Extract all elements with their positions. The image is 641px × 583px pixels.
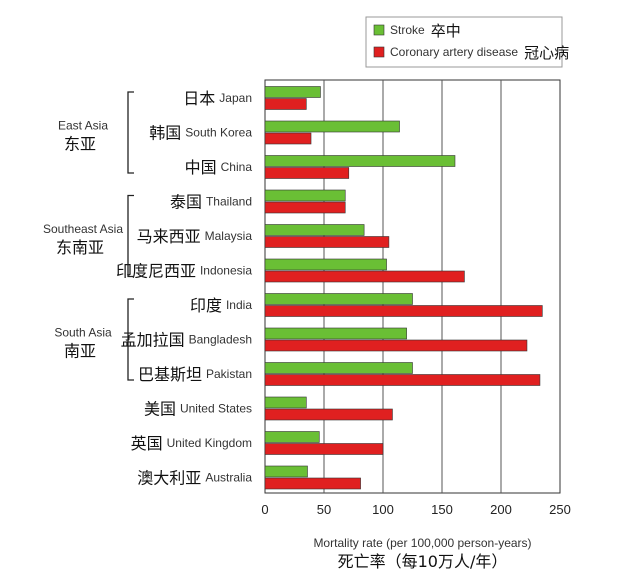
- bar-stroke: [264, 327, 407, 340]
- group-label-en: East Asia: [58, 119, 108, 133]
- category-label-zh: 美国: [144, 400, 176, 419]
- bar-coronary-artery-disease: [264, 408, 393, 421]
- category-label-zh: 马来西亚: [137, 227, 201, 246]
- category-label-zh: 日本: [183, 89, 215, 108]
- group-label-zh: 东南亚: [56, 238, 104, 257]
- category-label-en: Japan: [219, 91, 252, 105]
- x-tick-labels: 0 50 100 150 200 250: [261, 502, 570, 517]
- bar-coronary-artery-disease: [264, 167, 350, 179]
- category-label-zh: 韩国: [149, 124, 181, 143]
- category-label-zh: 泰国: [170, 193, 202, 212]
- bar-coronary-artery-disease: [264, 236, 390, 248]
- legend-label-en: Stroke: [390, 23, 425, 37]
- bar-coronary-artery-disease: [264, 98, 307, 110]
- bar-stroke: [264, 465, 308, 478]
- category-label-en: Pakistan: [206, 367, 252, 381]
- bar-stroke: [264, 362, 413, 374]
- region-groups: East Asia 东亚 Southeast Asia 东南亚 South Asia 南亚: [43, 91, 134, 381]
- x-axis-title-zh: 死亡率（每10万人/年）: [338, 552, 508, 571]
- bar-stroke: [264, 396, 307, 409]
- category-label-en: Bangladesh: [189, 333, 252, 347]
- legend-box: [365, 16, 563, 68]
- category-label-en: China: [221, 160, 253, 174]
- x-tick-label: 0: [261, 502, 268, 517]
- category-label-zh: 澳大利亚: [137, 469, 201, 488]
- category-label-en: India: [226, 298, 252, 312]
- category-label-zh: 印度: [190, 296, 222, 315]
- category-label-en: Australia: [205, 471, 252, 485]
- bar-coronary-artery-disease: [264, 374, 541, 386]
- category-label-zh: 巴基斯坦: [138, 365, 202, 384]
- group-bracket: [127, 194, 134, 278]
- group-label-en: Southeast Asia: [43, 222, 123, 236]
- bar-stroke: [264, 224, 365, 236]
- bar-stroke: [264, 155, 456, 167]
- x-tick-label: 150: [431, 502, 453, 517]
- x-tick-label: 250: [549, 502, 571, 517]
- bar-stroke: [264, 258, 387, 271]
- legend-swatch: [373, 24, 385, 36]
- category-label-en: Malaysia: [205, 229, 253, 243]
- bars: [264, 86, 543, 490]
- bar-stroke: [264, 431, 320, 443]
- bar-coronary-artery-disease: [264, 270, 465, 283]
- category-label-en: United Kingdom: [167, 436, 252, 450]
- category-label-zh: 中国: [185, 158, 217, 177]
- x-axis-title: Mortality rate (per 100,000 person-years…: [313, 536, 531, 550]
- category-label-zh: 孟加拉国: [121, 331, 185, 350]
- bar-coronary-artery-disease: [264, 201, 346, 214]
- bar-stroke: [264, 293, 413, 305]
- group-bracket: [127, 91, 134, 174]
- group-label-en: South Asia: [54, 326, 112, 340]
- group-label-zh: 东亚: [64, 135, 96, 154]
- legend-label-zh: 卒中: [431, 22, 461, 40]
- category-label-zh: 印度尼西亚: [116, 262, 196, 281]
- x-tick-label: 100: [372, 502, 394, 517]
- legend-label-zh: 冠心病: [524, 44, 569, 62]
- category-label-en: Thailand: [206, 195, 252, 209]
- x-tick-label: 50: [317, 502, 331, 517]
- bar-coronary-artery-disease: [264, 132, 312, 145]
- bar-stroke: [264, 86, 321, 98]
- legend-swatch: [373, 46, 385, 58]
- category-labels: Japan 日本 South Korea 韩国 China 中国 Thailand 泰国 Mal…: [116, 89, 252, 488]
- x-tick-label: 200: [490, 502, 512, 517]
- category-label-zh: 英国: [131, 434, 163, 453]
- plot-area: [264, 79, 561, 494]
- bar-stroke: [264, 120, 400, 133]
- bar-coronary-artery-disease: [264, 339, 528, 352]
- category-label-en: South Korea: [185, 126, 252, 140]
- category-label-en: Indonesia: [200, 264, 252, 278]
- bar-stroke: [264, 189, 346, 202]
- group-label-zh: 南亚: [64, 342, 96, 361]
- bar-coronary-artery-disease: [264, 443, 384, 455]
- category-label-en: United States: [180, 402, 252, 416]
- grid-lines: [323, 80, 502, 493]
- bar-coronary-artery-disease: [264, 477, 361, 490]
- group-bracket: [127, 298, 134, 381]
- bar-coronary-artery-disease: [264, 305, 543, 317]
- legend-label-en: Coronary artery disease: [390, 45, 518, 59]
- legend: Stroke 卒中 Coronary artery disease 冠心病: [365, 16, 569, 68]
